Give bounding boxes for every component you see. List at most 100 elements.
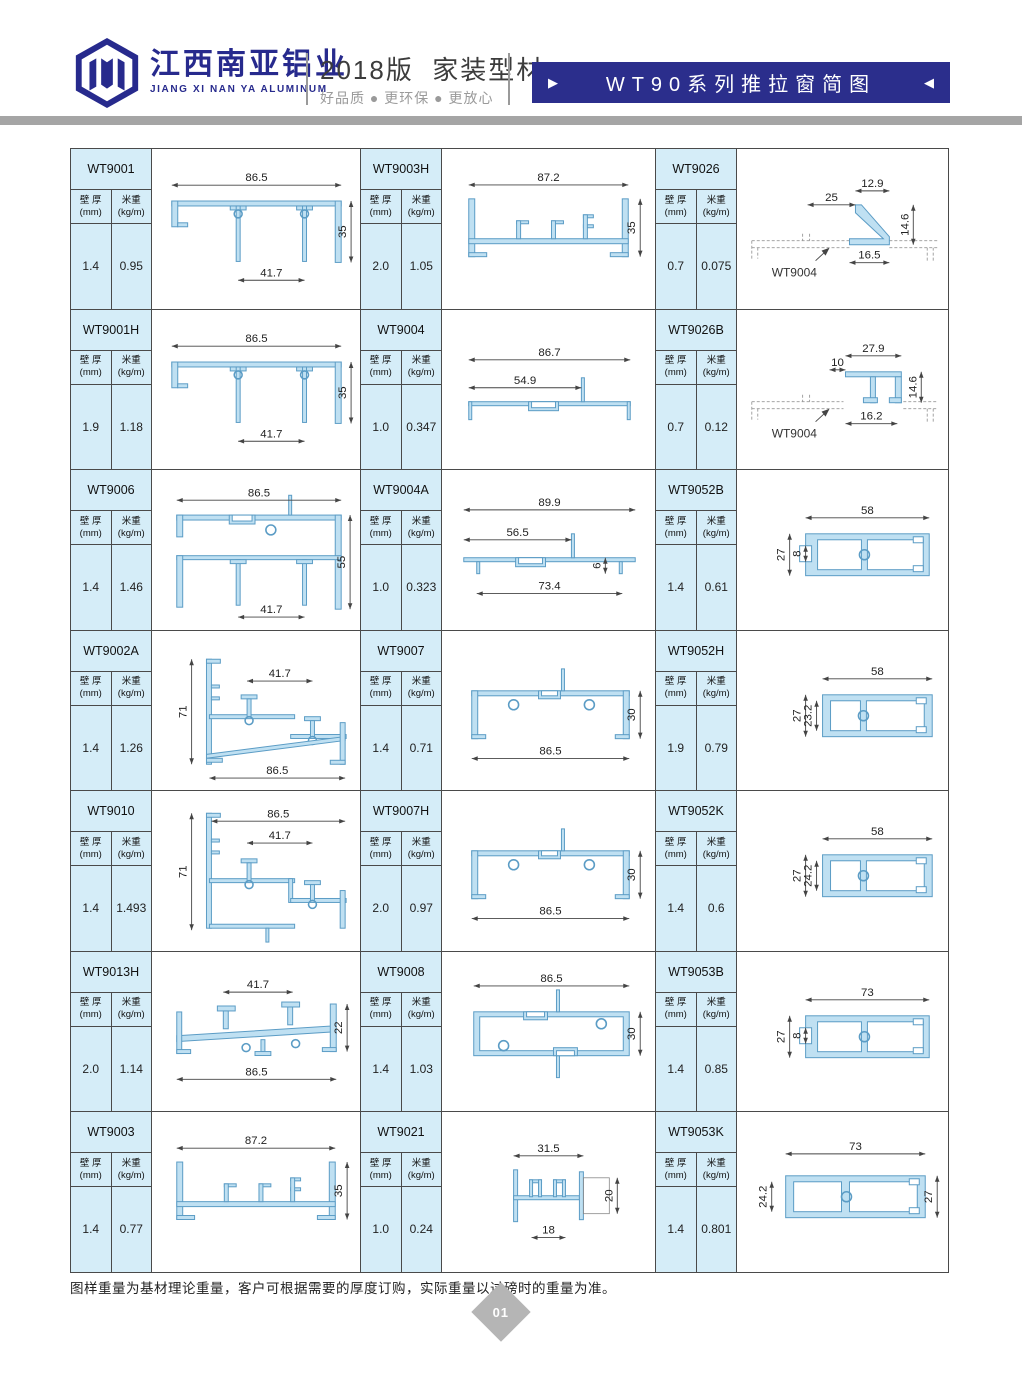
profile-info-panel: WT9007 壁 厚 (mm) 米重 (kg/m) 1.4 0.71 (361, 630, 442, 790)
wall-thickness-unit: (mm) (369, 1169, 392, 1181)
profile-drawing-svg: 27.9 10 14.6 16.2 WT9004 (751, 342, 938, 440)
profile-cell: WT9004A 壁 厚 (mm) 米重 (kg/m) 1.0 0.323 89.… (361, 470, 656, 631)
spec-value-row: 1.4 1.03 (361, 1026, 441, 1111)
dimension-label: 86.5 (539, 906, 561, 918)
meter-weight-unit: (kg/m) (117, 688, 145, 699)
wall-thickness-label: 壁 厚 (79, 1157, 102, 1169)
meter-weight-header: 米重 (kg/m) (697, 672, 737, 705)
meter-weight-header: 米重 (kg/m) (697, 1153, 737, 1186)
meter-weight-value: 1.493 (116, 901, 147, 916)
profile-drawing-svg: 87.2 35 (468, 172, 643, 258)
spec-value-row: 0.7 0.12 (656, 384, 736, 469)
dimension-label: 14.6 (899, 214, 911, 236)
meter-weight-header: 米重 (kg/m) (402, 672, 442, 705)
meter-weight-value: 1.18 (119, 419, 143, 434)
spec-header-row: 壁 厚 (mm) 米重 (kg/m) (71, 832, 151, 866)
wall-thickness-header: 壁 厚 (mm) (656, 832, 697, 865)
dimension-label: 30 (626, 868, 638, 881)
spec-header-row: 壁 厚 (mm) 米重 (kg/m) (361, 511, 441, 545)
profile-drawing: 86.5 41.7 55 (152, 470, 360, 630)
profile-model-label: WT9001H (71, 310, 151, 351)
banner-arrow-left-icon: ◀ (924, 75, 934, 90)
profile-cell: WT9001 壁 厚 (mm) 米重 (kg/m) 1.4 0.95 86.5 4… (71, 149, 361, 310)
dimension-label: 8 (792, 1032, 804, 1038)
meter-weight-value: 0.61 (704, 580, 728, 595)
spec-value-row: 1.4 0.61 (656, 545, 736, 630)
meter-weight-header: 米重 (kg/m) (112, 511, 152, 544)
spec-header-row: 壁 厚 (mm) 米重 (kg/m) (71, 992, 152, 1027)
meter-weight-header: 米重 (kg/m) (697, 511, 737, 544)
spec-header-row: 壁 厚 (mm) 米重 (kg/m) (361, 671, 442, 706)
spec-value-row: 1.4 0.85 (656, 1026, 736, 1111)
profile-info-panel: WT9008 壁 厚 (mm) 米重 (kg/m) 1.4 1.03 (361, 951, 442, 1111)
dimension-label: 87.2 (537, 172, 559, 184)
meter-weight-header: 米重 (kg/m) (112, 993, 152, 1026)
dimension-label: 41.7 (269, 668, 291, 680)
meter-weight-value: 0.6 (707, 901, 725, 916)
meter-weight-unit: (kg/m) (702, 1169, 730, 1181)
meter-weight-unit: (kg/m) (407, 688, 435, 699)
wall-thickness-label: 壁 厚 (664, 836, 687, 848)
profile-drawing: 86.5 41.7 35 (152, 149, 360, 309)
meter-weight-value: 1.46 (119, 580, 143, 595)
profile-info-panel: WT9003 壁 厚 (mm) 米重 (kg/m) 1.4 0.77 (71, 1112, 152, 1272)
profile-drawing: 58 27 8 (737, 470, 948, 630)
dimension-label: 86.5 (245, 172, 267, 184)
meter-weight-header: 米重 (kg/m) (402, 351, 442, 384)
meter-weight-unit: (kg/m) (407, 206, 435, 218)
profile-model-label: WT9053K (656, 1112, 736, 1153)
dimension-label: 27 (923, 1190, 935, 1203)
dimension-label: 24.2 (758, 1186, 770, 1208)
banner-arrow-right-icon: ▶ (548, 75, 558, 90)
dimension-label: 86.5 (245, 333, 267, 345)
meter-weight-unit: (kg/m) (702, 367, 730, 378)
profile-cell: WT9021 壁 厚 (mm) 米重 (kg/m) 1.0 0.24 31.5 2… (361, 1112, 656, 1273)
spec-value-row: 1.4 0.95 (71, 224, 151, 309)
dimension-label: 58 (871, 665, 884, 677)
wall-thickness-header: 壁 厚 (mm) (361, 992, 402, 1026)
wall-thickness-label: 壁 厚 (369, 997, 392, 1009)
profile-info-panel: WT9003H 壁 厚 (mm) 米重 (kg/m) 2.0 1.05 (361, 149, 442, 309)
wall-thickness-label: 壁 厚 (369, 676, 392, 688)
profile-cell: WT9052K 壁 厚 (mm) 米重 (kg/m) 1.4 0.6 58 27 2… (656, 791, 949, 952)
dimension-label: 86.7 (538, 346, 560, 358)
wall-thickness-unit: (mm) (664, 367, 687, 378)
profile-drawing-svg: 41.7 71 86.5 (178, 658, 347, 780)
meter-weight-value: 0.12 (704, 419, 728, 434)
profile-cell: WT9007 壁 厚 (mm) 米重 (kg/m) 1.4 0.71 86.5 3… (361, 630, 656, 791)
profile-drawing-svg: 86.5 30 (471, 667, 643, 761)
wall-thickness-label: 壁 厚 (664, 355, 687, 367)
profile-drawing: 12.9 25 14.6 16.5 WT9004 (737, 149, 948, 309)
spec-header-row: 壁 厚 (mm) 米重 (kg/m) (71, 511, 151, 545)
profile-cell: WT9008 壁 厚 (mm) 米重 (kg/m) 1.4 1.03 86.5 3… (361, 951, 656, 1112)
spec-header-row: 壁 厚 (mm) 米重 (kg/m) (656, 832, 736, 866)
wall-thickness-header: 壁 厚 (mm) (361, 1153, 402, 1186)
dimension-label: 30 (626, 1027, 638, 1040)
spec-value-row: 1.4 1.26 (71, 705, 151, 790)
wall-thickness-value: 1.9 (71, 384, 112, 469)
wall-thickness-value: 1.4 (71, 545, 112, 630)
meter-weight-label: 米重 (411, 1157, 431, 1169)
wall-thickness-value: 1.0 (361, 545, 402, 630)
profile-info-panel: WT9053K 壁 厚 (mm) 米重 (kg/m) 1.4 0.801 (656, 1112, 737, 1272)
meter-weight-unit: (kg/m) (407, 367, 435, 378)
spec-value-row: 2.0 1.05 (361, 224, 441, 309)
wall-thickness-value: 1.4 (71, 1187, 112, 1272)
profile-cell: WT9007H 壁 厚 (mm) 米重 (kg/m) 2.0 0.97 86.5… (361, 791, 656, 952)
header-divider (508, 53, 510, 105)
profile-grid: WT9001 壁 厚 (mm) 米重 (kg/m) 1.4 0.95 86.5 4… (70, 148, 949, 1273)
reference-annotation: WT9004 (772, 266, 818, 280)
spec-header-row: 壁 厚 (mm) 米重 (kg/m) (71, 190, 151, 224)
company-logo-icon (75, 37, 139, 109)
profile-info-panel: WT9052B 壁 厚 (mm) 米重 (kg/m) 1.4 0.61 (656, 470, 737, 630)
wall-thickness-label: 壁 厚 (369, 355, 392, 367)
meter-weight-value: 0.801 (701, 1222, 732, 1237)
dimension-label: 23.2 (803, 704, 815, 726)
profile-drawing-svg: 87.2 35 (176, 1135, 350, 1220)
profile-drawing-svg: 86.5 41.7 55 (176, 487, 353, 620)
profile-info-panel: WT9013H 壁 厚 (mm) 米重 (kg/m) 2.0 1.14 (71, 951, 152, 1111)
profile-drawing: 58 27 24.2 (737, 791, 948, 951)
profile-model-label: WT9026B (656, 310, 736, 351)
